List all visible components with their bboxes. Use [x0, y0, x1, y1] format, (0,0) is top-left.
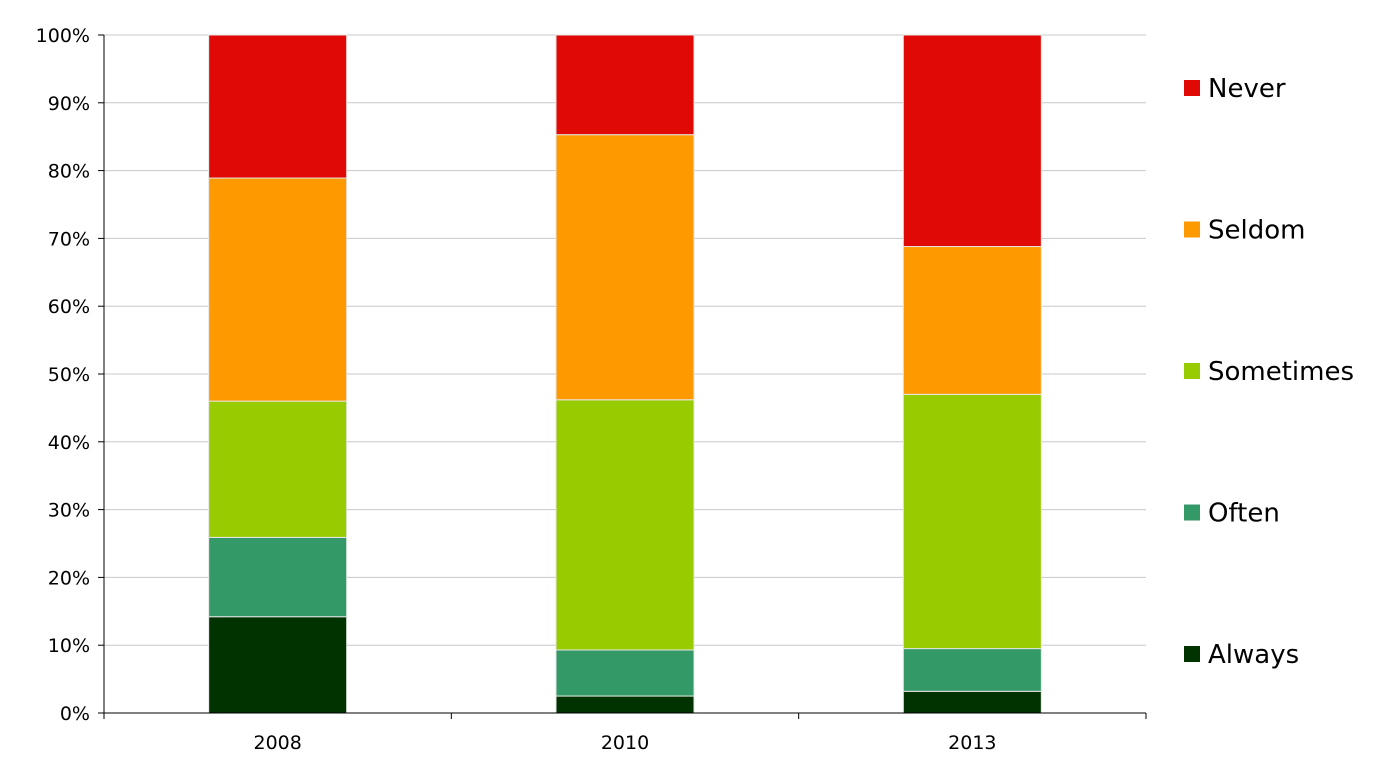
y-tick-label: 100% — [36, 25, 90, 47]
legend-label-always: Always — [1208, 640, 1299, 670]
legend-swatch-never — [1184, 80, 1200, 96]
legend-label-never: Never — [1208, 74, 1286, 104]
y-tick-label: 10% — [48, 635, 90, 657]
bar-often-2010 — [555, 649, 695, 697]
legend-swatch-seldom — [1184, 221, 1200, 238]
bar-never-2008 — [208, 34, 348, 179]
x-tick-label: 2013 — [948, 732, 996, 754]
legend: Never Seldom Sometimes Often Always — [1184, 74, 1354, 670]
bar-seldom-2008 — [208, 177, 348, 402]
bar-seldom-2013 — [902, 246, 1042, 395]
y-tick-label: 70% — [48, 228, 90, 250]
legend-swatch-sometimes — [1184, 363, 1200, 379]
y-tick-label: 30% — [48, 500, 90, 522]
bar-always-2008 — [208, 616, 348, 714]
bar-often-2013 — [902, 648, 1042, 692]
bar-often-2008 — [208, 536, 348, 618]
legend-swatch-often — [1184, 504, 1200, 521]
y-tick-label: 40% — [48, 432, 90, 454]
y-tick-label: 90% — [48, 93, 90, 115]
bar-always-2013 — [902, 690, 1042, 714]
axes: 0% 10% 20% 30% 40% 50% 60% 70% 80% 90% 100% 2008 201… — [36, 25, 1147, 754]
legend-label-seldom: Seldom — [1208, 216, 1305, 246]
y-tick-label: 50% — [48, 364, 90, 386]
bar-always-2010 — [555, 695, 695, 714]
legend-swatch-always — [1184, 646, 1200, 662]
legend-label-often: Often — [1208, 499, 1280, 529]
bar-never-2010 — [555, 34, 695, 136]
legend-label-sometimes: Sometimes — [1208, 357, 1354, 387]
y-tick-label: 0% — [60, 703, 90, 725]
bar-sometimes-2008 — [208, 400, 348, 538]
bar-never-2013 — [902, 34, 1042, 248]
bar-sometimes-2013 — [902, 393, 1042, 650]
y-tick-label: 60% — [48, 296, 90, 318]
x-tick-label: 2010 — [601, 732, 649, 754]
bars — [208, 34, 1042, 714]
bar-sometimes-2010 — [555, 399, 695, 651]
x-tick-label: 2008 — [253, 732, 301, 754]
bar-seldom-2010 — [555, 134, 695, 401]
y-tick-label: 80% — [48, 161, 90, 183]
y-tick-label: 20% — [48, 567, 90, 589]
